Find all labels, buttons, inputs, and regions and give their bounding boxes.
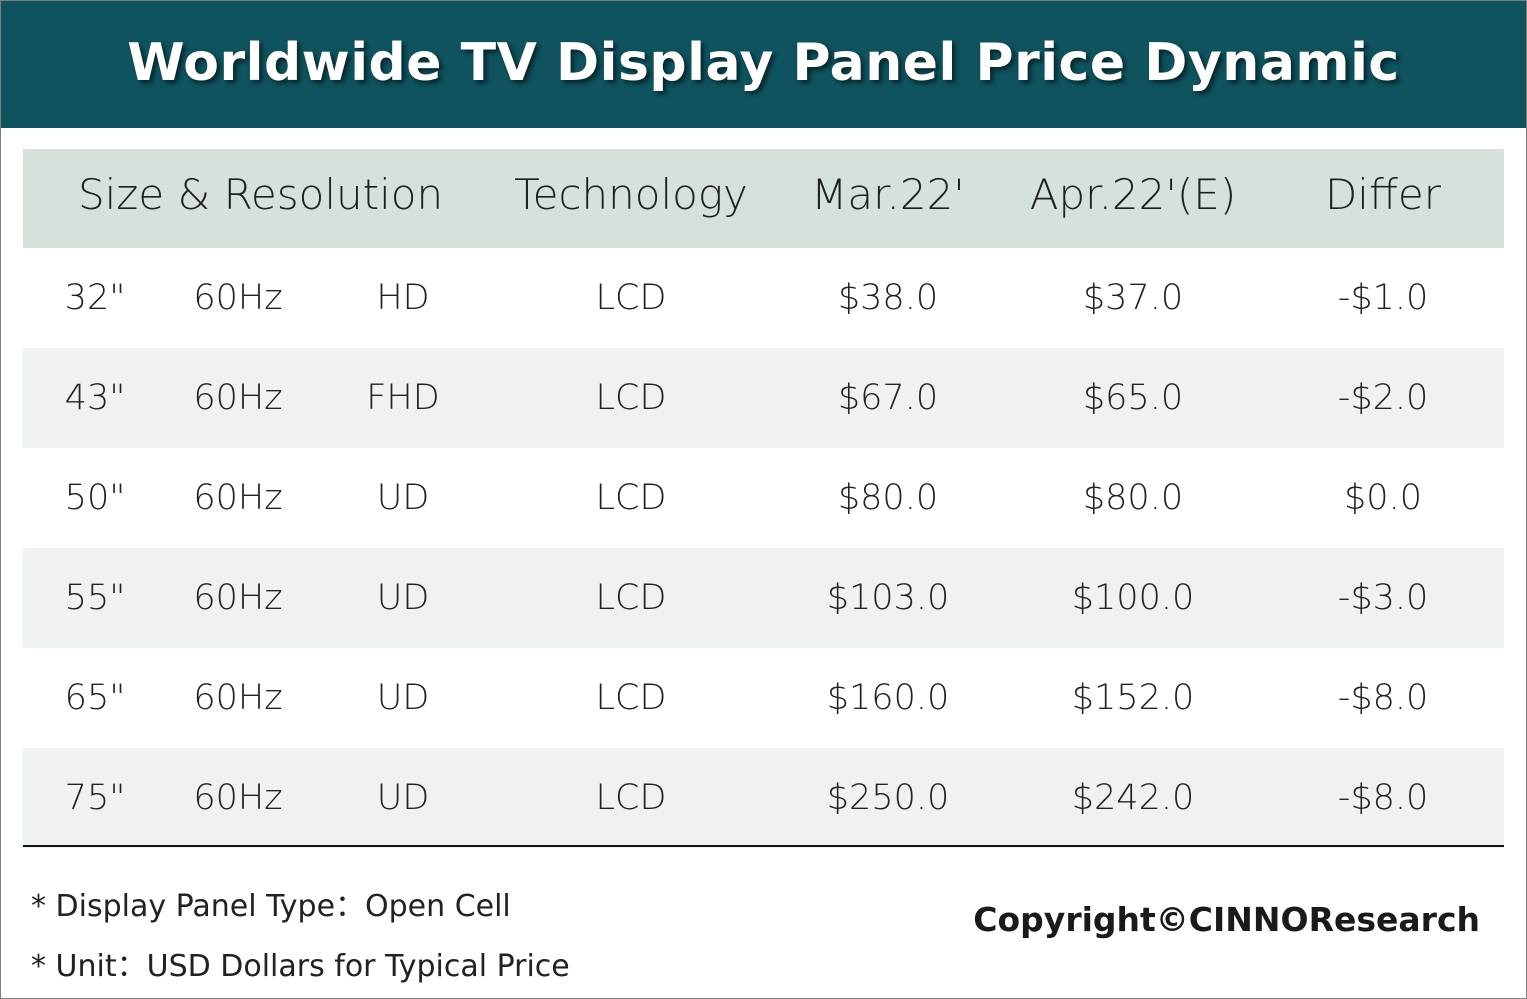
price-table: Size & Resolution Technology Mar.22' Apr… — [23, 149, 1504, 848]
cell-size: 55" — [64, 578, 126, 618]
cell-resolution: UD — [376, 678, 430, 718]
cell-resolution: UD — [376, 578, 430, 618]
cell-size: 32" — [64, 278, 126, 318]
table-row: 43" 60Hz FHD LCD $67.0 $65.0 -$2.0 — [23, 348, 1504, 448]
table-body: 32" 60Hz HD LCD $38.0 $37.0 -$1.0 43" 60Hz FHD LCD… — [23, 248, 1504, 848]
cell-mar-price: $67.0 — [837, 378, 939, 418]
cell-size: 75" — [64, 778, 126, 818]
table-bottom-rule — [23, 845, 1504, 847]
cell-apr-price: $37.0 — [1082, 278, 1184, 318]
cell-size: 50" — [64, 478, 126, 518]
table-row: 65" 60Hz UD LCD $160.0 $152.0 -$8.0 — [23, 648, 1504, 748]
cell-mar-price: $250.0 — [826, 778, 950, 818]
cell-mar-price: $103.0 — [826, 578, 950, 618]
cell-refresh-rate: 60Hz — [193, 278, 283, 318]
cell-resolution: UD — [376, 478, 430, 518]
cell-apr-price: $242.0 — [1071, 778, 1195, 818]
cell-size: 43" — [64, 378, 126, 418]
column-header-technology: Technology — [514, 170, 748, 219]
cell-differ: -$2.0 — [1337, 378, 1429, 418]
footnote-panel-type: * Display Panel Type：Open Cell — [31, 889, 511, 924]
cell-size: 65" — [64, 678, 126, 718]
cell-mar-price: $38.0 — [837, 278, 939, 318]
cell-refresh-rate: 60Hz — [193, 478, 283, 518]
cell-resolution: FHD — [366, 378, 440, 418]
footnote-unit: * Unit：USD Dollars for Typical Price — [31, 949, 570, 984]
copyright-label: Copyright©CINNOResearch — [973, 900, 1480, 939]
title-bar: Worldwide TV Display Panel Price Dynamic — [1, 1, 1526, 128]
cell-technology: LCD — [595, 578, 667, 618]
cell-technology: LCD — [595, 478, 667, 518]
table-row: 32" 60Hz HD LCD $38.0 $37.0 -$1.0 — [23, 248, 1504, 348]
cell-differ: -$8.0 — [1337, 678, 1429, 718]
cell-technology: LCD — [595, 278, 667, 318]
cell-refresh-rate: 60Hz — [193, 578, 283, 618]
cell-refresh-rate: 60Hz — [193, 378, 283, 418]
table-header-row: Size & Resolution Technology Mar.22' Apr… — [23, 149, 1504, 248]
cell-technology: LCD — [595, 678, 667, 718]
cell-resolution: HD — [376, 278, 430, 318]
column-header-mar: Mar.22' — [811, 170, 965, 219]
cell-apr-price: $80.0 — [1082, 478, 1184, 518]
cell-refresh-rate: 60Hz — [193, 778, 283, 818]
column-header-differ: Differ — [1324, 170, 1442, 219]
cell-apr-price: $65.0 — [1082, 378, 1184, 418]
column-header-apr: Apr.22'(E) — [1029, 170, 1237, 219]
cell-apr-price: $152.0 — [1071, 678, 1195, 718]
cell-mar-price: $160.0 — [826, 678, 950, 718]
cell-apr-price: $100.0 — [1071, 578, 1195, 618]
cell-differ: -$3.0 — [1337, 578, 1429, 618]
cell-differ: -$1.0 — [1337, 278, 1429, 318]
cell-differ: -$8.0 — [1337, 778, 1429, 818]
page-title: Worldwide TV Display Panel Price Dynamic — [127, 32, 1400, 93]
cell-technology: LCD — [595, 378, 667, 418]
cell-technology: LCD — [595, 778, 667, 818]
column-header-size-resolution: Size & Resolution — [77, 170, 444, 219]
cell-refresh-rate: 60Hz — [193, 678, 283, 718]
cell-differ: $0.0 — [1344, 478, 1422, 518]
cell-resolution: UD — [376, 778, 430, 818]
table-row: 50" 60Hz UD LCD $80.0 $80.0 $0.0 — [23, 448, 1504, 548]
cell-mar-price: $80.0 — [837, 478, 939, 518]
table-row: 75" 60Hz UD LCD $250.0 $242.0 -$8.0 — [23, 748, 1504, 848]
table-row: 55" 60Hz UD LCD $103.0 $100.0 -$3.0 — [23, 548, 1504, 648]
